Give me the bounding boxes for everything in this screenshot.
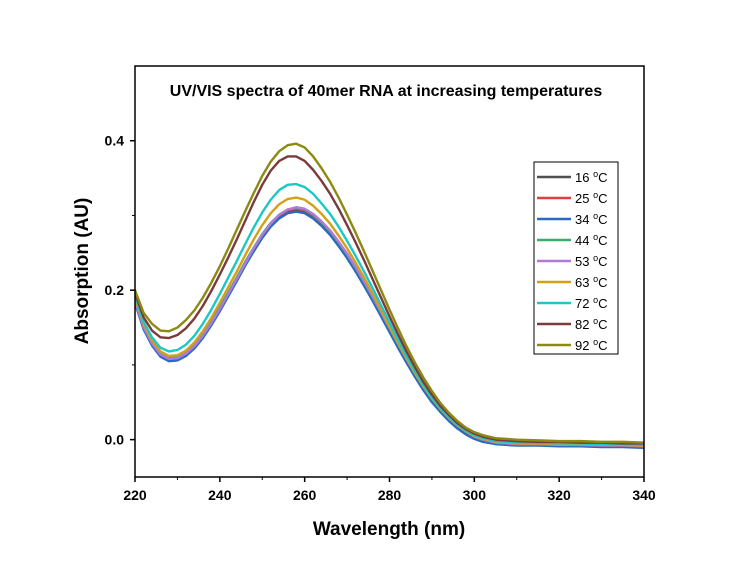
- x-tick-label: 240: [208, 487, 232, 503]
- legend-label-3: 44 oC: [575, 232, 607, 248]
- x-tick-label: 300: [463, 487, 487, 503]
- series-line-6: [135, 182, 644, 447]
- legend-box: [533, 161, 619, 355]
- y-tick-label: 0.0: [105, 432, 125, 448]
- legend-label-2: 34 oC: [575, 211, 607, 227]
- y-tick-label: 0.2: [105, 282, 125, 298]
- series-layer: [135, 142, 644, 450]
- legend-label-0: 16 oC: [575, 169, 607, 185]
- series-line-2: [135, 210, 644, 450]
- series-line-8: [135, 142, 644, 444]
- chart-title: UV/VIS spectra of 40mer RNA at increasin…: [170, 83, 603, 100]
- legend-label-4: 53 oC: [575, 253, 607, 269]
- series-line-7: [135, 155, 644, 445]
- legend-label-1: 25 oC: [575, 190, 607, 206]
- x-tick-label: 280: [378, 487, 402, 503]
- legend-label-6: 72 oC: [575, 295, 607, 311]
- axes-layer: 220 240 260 280 300 320 340 0.0 0.2 0.4: [105, 133, 656, 503]
- legend-label-8: 92 oC: [575, 337, 607, 353]
- x-tick-label: 220: [123, 487, 147, 503]
- x-tick-label: 260: [293, 487, 317, 503]
- legend: 16 oC 25 oC 34 oC 44 oC 53 oC 63 oC 72 oC 82 oC…: [533, 161, 619, 355]
- plot-frame: [134, 65, 645, 478]
- x-axis-title: Wavelength (nm): [313, 519, 465, 540]
- x-tick-label: 340: [632, 487, 656, 503]
- y-tick-label: 0.4: [105, 133, 125, 149]
- legend-label-7: 82 oC: [575, 316, 607, 332]
- legend-label-5: 63 oC: [575, 274, 607, 290]
- x-tick-label: 320: [547, 487, 571, 503]
- y-axis-title: Absorption (AU): [72, 198, 93, 345]
